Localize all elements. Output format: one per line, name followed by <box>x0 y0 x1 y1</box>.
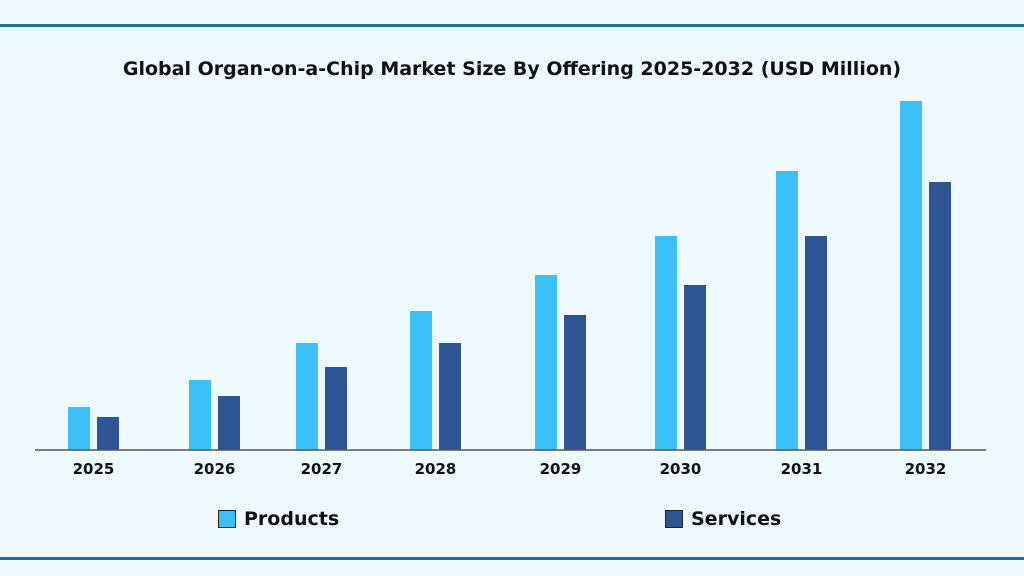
bottom-border <box>0 557 1024 560</box>
legend-products: Products <box>218 508 339 530</box>
bar-products-2027 <box>296 343 318 450</box>
bar-products-2026 <box>189 380 211 450</box>
bar-services-2026 <box>218 396 240 450</box>
bar-products-2025 <box>68 407 90 450</box>
bar-products-2031 <box>776 171 798 450</box>
x-tick-label: 2026 <box>194 460 236 478</box>
bar-services-2031 <box>805 236 827 450</box>
chart-title: Global Organ-on-a-Chip Market Size By Of… <box>122 58 902 80</box>
bar-products-2028 <box>410 311 432 450</box>
legend-swatch-services <box>665 510 683 528</box>
x-tick-label: 2025 <box>73 460 115 478</box>
legend-services: Services <box>665 508 781 530</box>
x-tick-label: 2029 <box>540 460 582 478</box>
bar-services-2030 <box>684 285 706 450</box>
bar-products-2029 <box>535 275 557 450</box>
legend-swatch-products <box>218 510 236 528</box>
bar-products-2030 <box>655 236 677 450</box>
bar-services-2028 <box>439 343 461 450</box>
bar-products-2032 <box>900 101 922 450</box>
bar-services-2032 <box>929 182 951 450</box>
legend-label-services: Services <box>691 508 782 530</box>
legend-label-products: Products <box>244 508 340 530</box>
bar-services-2029 <box>564 315 586 450</box>
x-tick-label: 2028 <box>415 460 457 478</box>
bar-services-2027 <box>325 367 347 450</box>
x-tick-label: 2030 <box>660 460 702 478</box>
x-tick-label: 2031 <box>781 460 823 478</box>
x-tick-label: 2027 <box>301 460 343 478</box>
top-border <box>0 24 1024 27</box>
bar-services-2025 <box>97 417 119 450</box>
x-tick-label: 2032 <box>905 460 947 478</box>
